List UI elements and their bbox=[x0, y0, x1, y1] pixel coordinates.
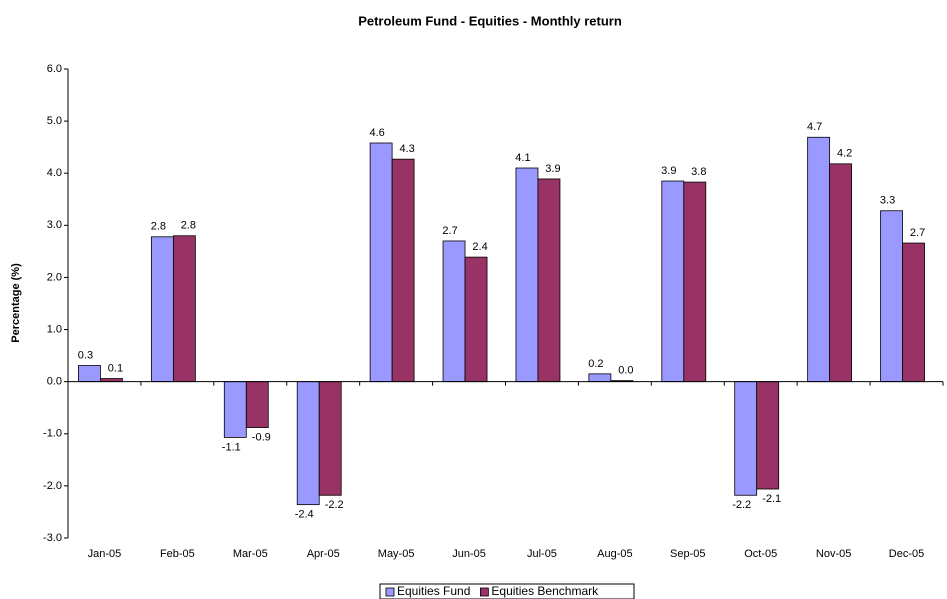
x-tick-label: Nov-05 bbox=[816, 548, 851, 560]
bar bbox=[442, 240, 466, 383]
value-label: 2.8 bbox=[151, 221, 166, 233]
x-tick-label: Jun-05 bbox=[452, 548, 486, 560]
bar bbox=[588, 373, 612, 383]
bar bbox=[661, 180, 685, 383]
value-label: -0.9 bbox=[252, 431, 271, 443]
value-label: 2.7 bbox=[910, 227, 925, 239]
y-tick-label: 3.0 bbox=[47, 219, 62, 231]
bar bbox=[515, 167, 539, 383]
chart-title: Petroleum Fund - Equities - Monthly retu… bbox=[358, 13, 622, 28]
bar bbox=[296, 381, 320, 506]
value-label: 4.6 bbox=[369, 127, 384, 139]
bar bbox=[150, 236, 174, 383]
x-tick-label: Feb-05 bbox=[160, 548, 195, 560]
value-label: 3.8 bbox=[691, 166, 706, 178]
legend-swatch bbox=[385, 587, 395, 597]
bar bbox=[172, 235, 196, 383]
y-tick-label: -1.0 bbox=[43, 428, 62, 440]
value-label: 3.3 bbox=[880, 195, 895, 207]
x-tick-label: Jul-05 bbox=[527, 548, 557, 560]
bar bbox=[880, 210, 903, 383]
y-axis-label: Percentage (%) bbox=[10, 263, 22, 343]
x-tick-label: Jan-05 bbox=[88, 548, 122, 560]
value-label: 4.1 bbox=[515, 152, 530, 164]
x-tick-label: Aug-05 bbox=[597, 548, 632, 560]
bar bbox=[902, 242, 925, 383]
value-label: 4.2 bbox=[837, 148, 852, 160]
value-label: 3.9 bbox=[545, 163, 560, 175]
value-label: 2.4 bbox=[472, 241, 487, 253]
bar bbox=[829, 163, 853, 383]
value-label: 4.7 bbox=[807, 121, 822, 133]
value-label: 2.7 bbox=[442, 225, 457, 237]
bar bbox=[245, 381, 269, 428]
legend-label: Equities Fund bbox=[397, 584, 470, 598]
value-label: 2.8 bbox=[181, 220, 196, 232]
legend-label: Equities Benchmark bbox=[491, 584, 599, 598]
value-label: -1.1 bbox=[222, 441, 241, 453]
x-tick-label: Sep-05 bbox=[670, 548, 705, 560]
y-tick-label: 0.0 bbox=[47, 376, 62, 388]
x-tick-label: Mar-05 bbox=[233, 548, 268, 560]
value-label: -2.1 bbox=[762, 493, 781, 505]
bar bbox=[223, 381, 247, 438]
y-tick-label: 2.0 bbox=[47, 271, 62, 283]
legend-box bbox=[379, 583, 635, 599]
value-label: 0.3 bbox=[78, 349, 93, 361]
y-tick-label: -2.0 bbox=[43, 480, 62, 492]
x-tick-label: Oct-05 bbox=[744, 548, 777, 560]
bar bbox=[807, 136, 831, 383]
bar bbox=[318, 381, 342, 496]
bar bbox=[78, 365, 101, 383]
bar bbox=[734, 381, 758, 496]
value-label: -2.4 bbox=[295, 509, 314, 521]
legend-swatch bbox=[479, 587, 489, 597]
y-tick-label: 5.0 bbox=[47, 115, 62, 127]
bar bbox=[683, 181, 707, 383]
value-label: 0.2 bbox=[588, 358, 603, 370]
y-tick-label: 4.0 bbox=[47, 167, 62, 179]
value-label: -2.2 bbox=[732, 499, 751, 511]
value-label: 0.1 bbox=[108, 362, 123, 374]
bar bbox=[464, 256, 488, 383]
value-label: 0.0 bbox=[618, 365, 633, 377]
bar bbox=[756, 381, 780, 490]
bar bbox=[369, 142, 393, 383]
value-label: -2.2 bbox=[325, 499, 344, 511]
value-label: 4.3 bbox=[399, 143, 414, 155]
bar bbox=[537, 178, 561, 383]
x-tick-label: Dec-05 bbox=[889, 548, 924, 560]
y-tick-label: 1.0 bbox=[47, 323, 62, 335]
y-tick-label: 6.0 bbox=[47, 63, 62, 75]
x-tick-label: Apr-05 bbox=[307, 548, 340, 560]
bar bbox=[391, 158, 415, 383]
x-tick-label: May-05 bbox=[378, 548, 415, 560]
value-label: 3.9 bbox=[661, 165, 676, 177]
y-tick-label: -3.0 bbox=[43, 532, 62, 544]
